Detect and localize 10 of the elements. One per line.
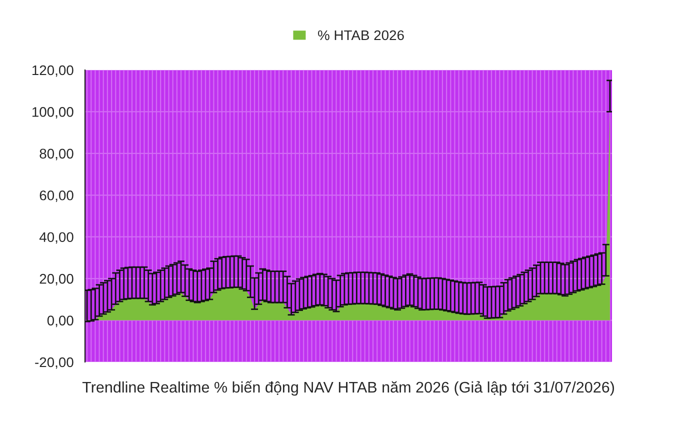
y-tick-label: 60,00 xyxy=(40,190,74,202)
y-tick-label: 0,00 xyxy=(47,316,74,328)
y-tick-label: 80,00 xyxy=(40,148,74,160)
x-axis-title: Trendline Realtime % biến động NAV HTAB năm 2026 (Giả lập tới 31/07/2026) xyxy=(82,380,614,396)
y-tick-label: 100,00 xyxy=(32,107,74,119)
legend-label: % HTAB 2026 xyxy=(318,30,404,40)
y-tick-label: 20,00 xyxy=(40,274,74,286)
y-tick-label: 40,00 xyxy=(39,232,74,244)
y-tick-label: 120,00 xyxy=(32,65,74,77)
y-tick-label: -20,00 xyxy=(35,357,74,369)
